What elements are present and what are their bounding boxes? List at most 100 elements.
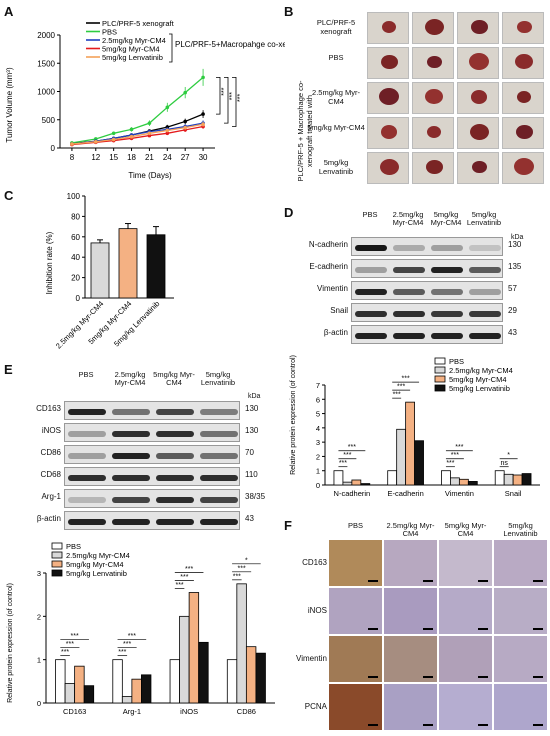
blot-strip	[351, 259, 503, 278]
panel-label-a: A	[4, 4, 14, 19]
ihc-image	[494, 684, 547, 730]
c-xtick-label: 2.5mg/kg Myr-CM4	[54, 299, 105, 350]
ihc-column-label: PBS	[347, 521, 363, 530]
tumor-photo	[412, 82, 454, 114]
d-legend-swatch	[434, 375, 446, 383]
c-ytick-label: 80	[71, 212, 80, 221]
ihc-image	[494, 588, 547, 634]
d-bar	[512, 474, 523, 486]
e-bar	[121, 696, 133, 704]
tumor-photo	[412, 117, 454, 149]
blot-band	[393, 288, 425, 295]
emt-expression-chart: 01234567N-cadherin*********E-cadherin***…	[290, 355, 540, 498]
ihc-image	[329, 636, 382, 682]
blot-column-label: 5mg/kg Lenvatinib	[200, 370, 236, 387]
e-xtick-label: iNOS	[180, 707, 198, 716]
ihc-scale-bar	[478, 580, 488, 582]
e-legend-swatch	[51, 542, 63, 550]
tumor-specimen	[515, 124, 533, 139]
a-series-line	[71, 123, 204, 145]
e-xtick-label: CD86	[237, 707, 256, 716]
blot-kda-value: 110	[245, 470, 258, 479]
ihc-scale-bar	[368, 628, 378, 630]
d-bar	[333, 470, 344, 486]
e-ytick-label: 3	[37, 569, 41, 578]
blot-band	[393, 332, 425, 339]
d-sig-label: ***	[446, 460, 454, 467]
e-sig-label: *	[245, 557, 248, 564]
a-series-point	[201, 112, 205, 116]
e-bar	[74, 665, 85, 704]
blot-panel-d: PBS 2.5mg/kg Myr-CM4 5mg/kg Myr-CM4 5mg/kg …	[285, 207, 547, 347]
ihc-scale-bar	[533, 628, 543, 630]
a-series-point	[147, 131, 152, 136]
a-series-point	[183, 90, 187, 95]
inhibition-rate-ylabel: Inhibition rate (%)	[45, 231, 54, 294]
ihc-image	[384, 684, 437, 730]
blot-band	[200, 408, 238, 415]
d-bar	[450, 477, 460, 486]
e-legend-label: 5mg/kg Myr-CM4	[66, 560, 124, 569]
ihc-column-label: 5mg/kg Myr-CM4	[444, 521, 487, 538]
tumor-volume-xlabel: Time (Days)	[128, 171, 172, 180]
a-ytick-label: 1000	[37, 88, 55, 97]
blot-panel-e: PBS 2.5mg/kg Myr-CM4 5mg/kg Myr-CM4 5mg/kg …	[0, 365, 285, 535]
ihc-image	[494, 636, 547, 682]
d-legend-swatch	[434, 366, 446, 374]
d-bar	[458, 478, 469, 486]
ihc-image	[439, 540, 492, 586]
tumor-photo	[502, 47, 544, 79]
ihc-scale-bar	[478, 676, 488, 678]
panel-label-b: B	[284, 4, 294, 19]
tumor-photo	[502, 82, 544, 114]
a-xtick-label: 8	[70, 153, 75, 162]
ihc-row-label: CD163	[302, 558, 327, 567]
blot-band	[112, 408, 150, 415]
d-bar	[360, 483, 371, 486]
d-ytick-label: 1	[316, 467, 320, 476]
blot-band-label: N-cadherin	[308, 240, 348, 249]
blot-band	[355, 266, 387, 273]
d-legend-label: PBS	[449, 357, 464, 366]
blot-band	[469, 266, 501, 273]
tumor-photo	[457, 82, 499, 114]
blot-column-label: 2.5mg/kg Myr-CM4	[392, 210, 424, 227]
d-bar	[351, 479, 362, 486]
blot-band	[68, 518, 106, 525]
blot-band	[156, 408, 194, 415]
e-legend-label: 5mg/kg Lenvatinib	[66, 569, 127, 578]
ihc-image	[439, 636, 492, 682]
blot-band	[156, 518, 194, 525]
ihc-column-label: 5mg/kg Lenvatinib	[503, 521, 538, 538]
d-ytick-label: 6	[316, 395, 320, 404]
a-series-point	[183, 125, 187, 130]
e-bar	[188, 592, 200, 704]
blot-band	[200, 496, 238, 503]
blot-strip	[64, 445, 240, 464]
tumor-specimen	[469, 53, 489, 70]
ihc-scale-bar	[533, 724, 543, 726]
a-series-point	[70, 142, 74, 146]
a-ytick-label: 2000	[37, 31, 55, 40]
ihc-scale-bar	[368, 724, 378, 726]
tumor-specimen	[516, 20, 532, 34]
blot-strip	[351, 303, 503, 322]
a-xtick-label: 18	[127, 153, 136, 162]
tumor-photo	[367, 47, 409, 79]
ihc-image	[329, 540, 382, 586]
e-bar	[179, 615, 190, 704]
a-series-point	[129, 134, 134, 139]
ihc-image	[494, 540, 547, 586]
e-sig-label: ***	[71, 633, 79, 640]
tumor-volume-ylabel: Tumor Volume (mm³)	[5, 67, 14, 143]
blot-band	[469, 310, 501, 317]
a-series-point	[165, 131, 170, 136]
d-sig-label: ***	[393, 392, 401, 399]
ihc-image	[329, 588, 382, 634]
e-sig-label: ***	[233, 573, 241, 580]
e-bar	[131, 678, 142, 704]
blot-strip	[64, 423, 240, 442]
a-series-point	[165, 128, 170, 133]
